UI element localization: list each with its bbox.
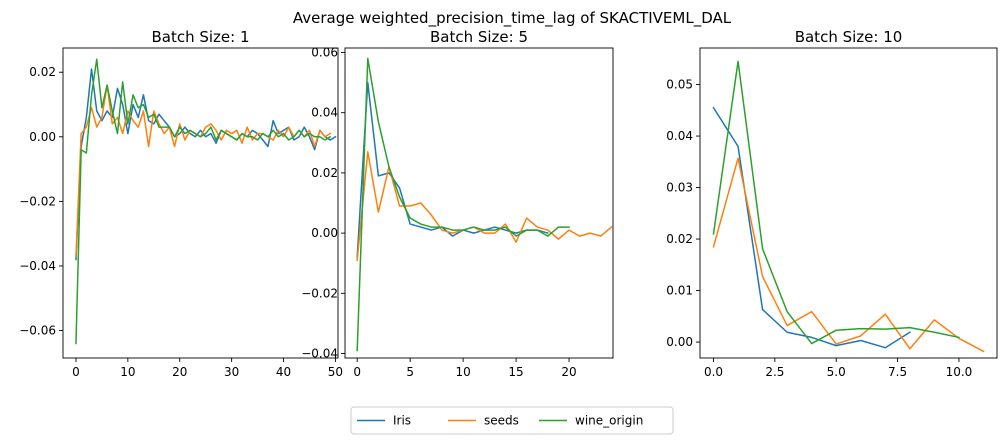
series-line-seeds: [356, 151, 613, 261]
subplot-1: 0 10 20 30 40 50 −0.06 −0.04 −0.02 0.00 0.02 Batch …: [19, 28, 343, 379]
x-tick-label: 40: [276, 365, 291, 379]
y-tick-label: 0.01: [666, 284, 693, 298]
x-tick-label: 10: [120, 365, 135, 379]
subplot-title: Batch Size: 5: [430, 28, 528, 46]
x-tick-label: 7.5: [888, 365, 907, 379]
x-tick-label: 20: [172, 365, 187, 379]
x-tick-label: 2.5: [765, 365, 784, 379]
y-tick-label: −0.04: [301, 346, 338, 360]
legend-entry: wine_origin: [539, 414, 643, 428]
y-tick-label: −0.02: [301, 286, 338, 300]
series-line-wine-origin: [712, 60, 960, 345]
y-tick-label: −0.04: [19, 259, 56, 273]
panels: 0 10 20 30 40 50−0.06−0.04−0.020.000.02Batch …: [19, 28, 998, 379]
legend-label: seeds: [484, 414, 519, 428]
y-tick-label: 0.00: [29, 130, 56, 144]
x-tick-label: 10: [455, 365, 470, 379]
series-lines: [356, 57, 613, 352]
series-lines: [75, 58, 337, 345]
series-line-wine-origin: [356, 57, 570, 352]
x-tick-label: 5: [406, 365, 414, 379]
subplot-title: Batch Size: 10: [795, 28, 903, 46]
y-tick-label: −0.06: [19, 324, 56, 338]
y-tick-label: 0.03: [666, 181, 693, 195]
series-line-iris: [356, 81, 549, 258]
y-tick-label: 0.02: [666, 232, 693, 246]
axes-frame: [62, 47, 339, 359]
series-lines: [712, 60, 985, 353]
legend-frame: [350, 406, 674, 435]
figure-title: Average weighted_precision_time_lag of S…: [293, 9, 732, 28]
subplot-3: 0.0 2.5 5.0 7.5 10.0 0.00 0.01 0.02 0.03 0.04 0.05…: [666, 28, 998, 379]
y-tick-label: −0.02: [19, 194, 56, 208]
series-line-wine-origin: [75, 58, 332, 345]
x-tick-label: 0: [72, 365, 80, 379]
legend-entry: Iris: [357, 414, 411, 428]
legend-label: wine_origin: [575, 414, 643, 428]
x-tick-label: 5.0: [827, 365, 846, 379]
y-tick-label: 0.02: [311, 166, 338, 180]
x-tick-label: 15: [508, 365, 523, 379]
y-tick-label: 0.04: [311, 106, 338, 120]
subplot-title: Batch Size: 1: [151, 28, 249, 46]
y-tick-label: 0.06: [311, 46, 338, 60]
series-line-seeds: [712, 157, 985, 353]
y-tick-label: 0.02: [29, 65, 56, 79]
legend-label: Iris: [393, 414, 411, 428]
x-tick-label: 50: [328, 365, 343, 379]
y-tick-label: 0.05: [666, 78, 693, 92]
subplot-2: 0 5 10 15 20 −0.04 −0.02 0.00 0.02 0.04 0.06 Batch …: [301, 28, 614, 379]
legend-entry: seeds: [448, 414, 519, 428]
x-tick-label: 0.0: [704, 365, 723, 379]
y-tick-label: 0.00: [311, 226, 338, 240]
y-tick-label: 0.04: [666, 129, 693, 143]
x-tick-label: 20: [561, 365, 576, 379]
x-tick-label: 10.0: [946, 365, 973, 379]
y-tick-label: 0.00: [666, 335, 693, 349]
series-line-iris: [75, 68, 337, 261]
x-tick-label: 0: [353, 365, 361, 379]
axes-frame: [344, 47, 614, 359]
legend: Iris seeds wine_origin: [350, 406, 674, 435]
x-tick-label: 30: [224, 365, 239, 379]
axes-frame: [699, 47, 998, 359]
